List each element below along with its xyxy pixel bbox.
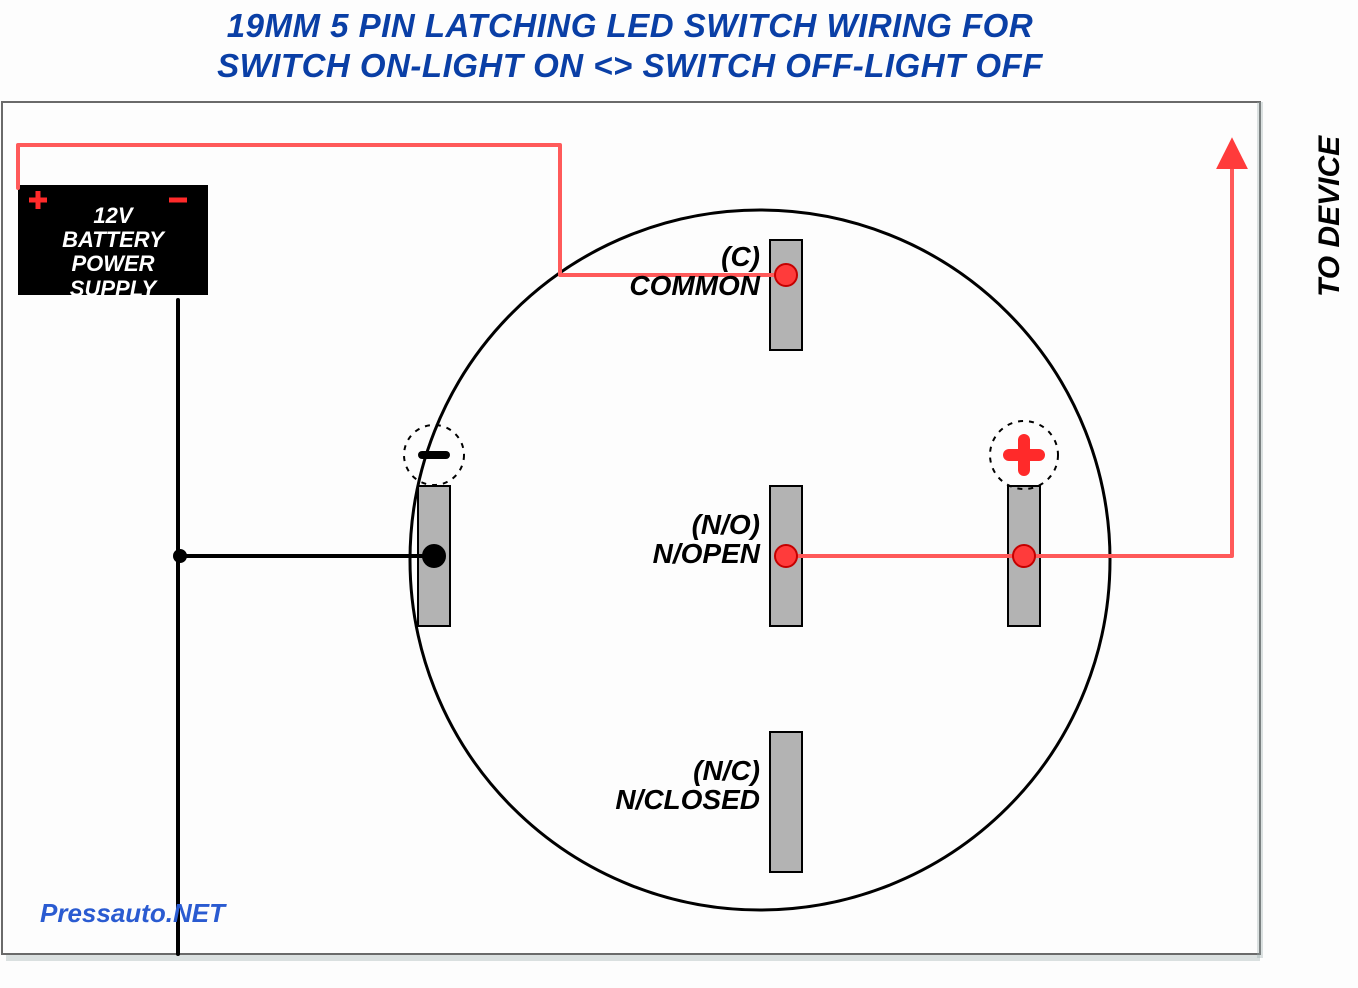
label-nclosed: (N/C) N/CLOSED [540, 756, 760, 815]
battery-line-1: 12V [93, 203, 132, 228]
title-line-1: 19MM 5 PIN LATCHING LED SWITCH WIRING FO… [227, 7, 1033, 44]
battery-line-4: SUPPLY [70, 276, 156, 301]
label-nclosed-long: N/CLOSED [615, 784, 760, 815]
watermark-text: Pressauto.NET [40, 898, 225, 928]
battery-label: 12V BATTERY POWER SUPPLY [18, 204, 208, 301]
label-nopen-long: N/OPEN [653, 538, 760, 569]
battery-line-3: POWER [71, 251, 154, 276]
diagram-title: 19MM 5 PIN LATCHING LED SWITCH WIRING FO… [0, 6, 1260, 85]
title-line-2: SWITCH ON-LIGHT ON <> SWITCH OFF-LIGHT O… [217, 47, 1043, 84]
to-device-label: TO DEVICE [1313, 97, 1347, 297]
label-nopen: (N/O) N/OPEN [560, 510, 760, 569]
battery-line-2: BATTERY [62, 227, 164, 252]
wiring-svg [0, 0, 1358, 988]
diagram-stage: 19MM 5 PIN LATCHING LED SWITCH WIRING FO… [0, 0, 1358, 988]
label-common-short: (C) [721, 241, 760, 272]
label-common-long: COMMON [629, 270, 760, 301]
to-device-text: TO DEVICE [1313, 136, 1346, 297]
watermark: Pressauto.NET [40, 898, 225, 929]
label-nclosed-short: (N/C) [693, 755, 760, 786]
label-nopen-short: (N/O) [692, 509, 760, 540]
label-common: (C) COMMON [560, 242, 760, 301]
